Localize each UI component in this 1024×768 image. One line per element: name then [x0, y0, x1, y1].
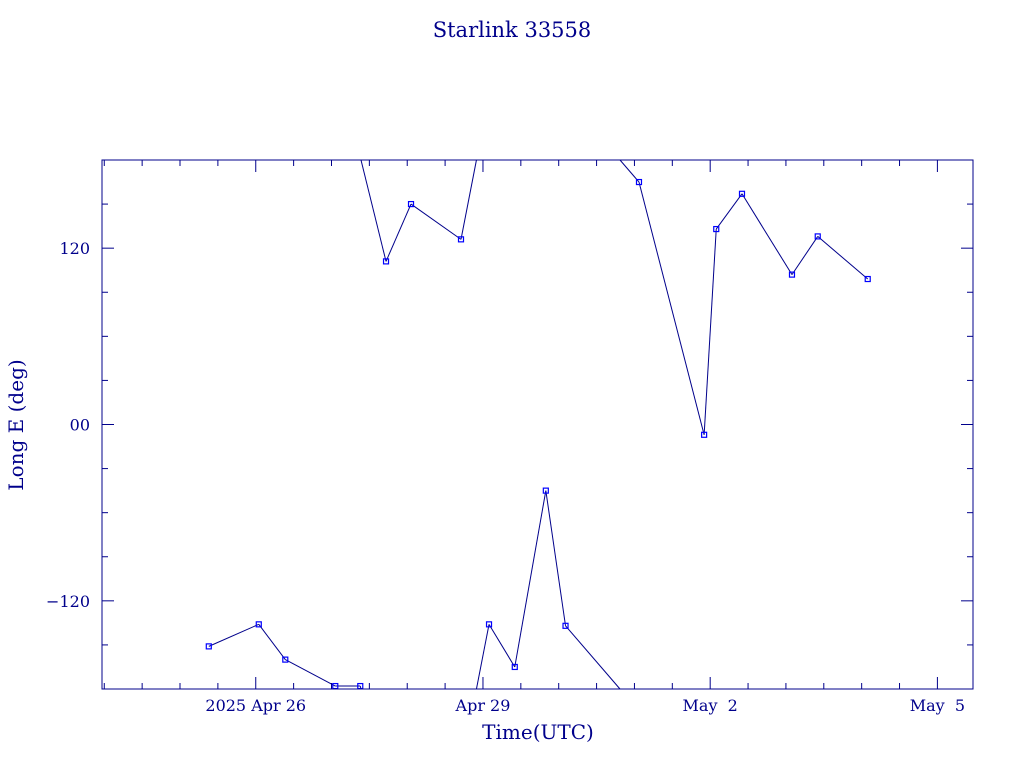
- x-tick-label: May 2: [683, 696, 738, 715]
- x-tick-label: May 5: [910, 696, 965, 715]
- data-point: [562, 622, 569, 629]
- plot-frame: [101, 159, 974, 690]
- series-segment: [410, 203, 462, 240]
- series-segment: [208, 623, 259, 647]
- series-segment: [360, 159, 387, 262]
- data-point: [788, 271, 796, 278]
- data-point: [511, 663, 518, 671]
- data-point: [864, 275, 871, 283]
- y-tick-label: 00: [70, 416, 90, 435]
- series-markers: [205, 178, 871, 690]
- x-axis-label: Time(UTC): [482, 720, 594, 744]
- data-point: [407, 200, 415, 208]
- chart-title: Starlink 33558: [433, 18, 592, 42]
- series-segment: [715, 193, 743, 230]
- data-point: [457, 236, 465, 243]
- data-point: [738, 190, 746, 197]
- series-segment: [460, 159, 477, 240]
- series-segment: [703, 229, 717, 435]
- x-tick-label: Apr 29: [455, 696, 511, 715]
- series-segment: [258, 624, 286, 660]
- series-segment: [385, 203, 412, 262]
- series-segment: [791, 236, 819, 275]
- data-point: [542, 487, 549, 494]
- series-lines: [208, 159, 869, 690]
- data-point: [282, 656, 289, 663]
- series-segment: [565, 625, 621, 690]
- data-point: [814, 233, 821, 240]
- data-point: [713, 225, 720, 233]
- series-segment: [817, 236, 869, 280]
- series-segment: [285, 659, 336, 687]
- y-tick-label: 120: [59, 239, 90, 258]
- data-point: [205, 643, 212, 650]
- series-segment: [514, 490, 547, 668]
- y-axis-label: Long E (deg): [4, 359, 28, 490]
- data-point: [382, 258, 390, 265]
- series-segment: [475, 624, 490, 690]
- data-point: [701, 431, 708, 438]
- series-segment: [545, 490, 567, 626]
- x-axis-ticks: 2025 Apr 26 Apr 29 May 2 May 5: [103, 160, 965, 715]
- series-segment: [638, 181, 705, 435]
- y-tick-label: −120: [46, 592, 90, 611]
- series-segment: [741, 193, 793, 275]
- data-point: [635, 178, 643, 186]
- series-segment: [619, 159, 640, 183]
- data-point: [255, 621, 262, 628]
- y-axis-ticks: 120 00 −120: [46, 203, 973, 646]
- series-segment: [488, 624, 516, 668]
- x-tick-label: 2025 Apr 26: [205, 696, 306, 715]
- data-point: [485, 621, 493, 628]
